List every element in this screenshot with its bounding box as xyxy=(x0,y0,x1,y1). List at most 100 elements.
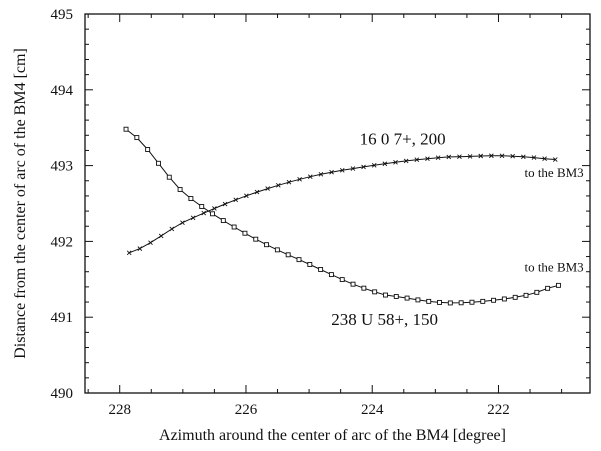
data-point xyxy=(339,167,345,173)
data-point xyxy=(180,220,185,225)
data-point xyxy=(521,154,526,160)
annotation-3: 238 U 58+, 150 xyxy=(331,310,438,329)
data-point xyxy=(244,193,249,199)
data-point xyxy=(403,158,409,164)
data-point xyxy=(426,298,432,304)
y-tick-label: 492 xyxy=(51,234,74,250)
data-point xyxy=(437,299,442,305)
data-point xyxy=(415,297,421,303)
data-point xyxy=(542,156,547,162)
data-point xyxy=(123,126,129,132)
data-point xyxy=(555,282,561,288)
data-point xyxy=(318,171,324,177)
data-point xyxy=(307,174,313,180)
data-point xyxy=(276,182,281,188)
annotation-layer: 16 0 7+, 200 to the BM3 to the BM3 238 U 58… xyxy=(331,129,584,328)
data-point xyxy=(469,299,475,305)
data-point xyxy=(523,292,529,298)
data-point xyxy=(296,257,302,263)
data-point xyxy=(264,242,270,248)
data-point xyxy=(265,186,270,191)
data-point xyxy=(457,154,462,159)
data-point xyxy=(467,154,473,159)
data-point xyxy=(480,298,486,304)
data-point xyxy=(534,289,540,295)
x-axis: 228 226 224 222 xyxy=(87,14,563,418)
y-tick-label: 490 xyxy=(51,386,74,402)
data-point xyxy=(435,155,441,160)
data-point xyxy=(512,294,518,300)
data-point xyxy=(361,164,366,170)
x-tick-label: 226 xyxy=(235,402,258,418)
x-tick-label: 228 xyxy=(108,402,131,418)
data-point xyxy=(383,292,388,298)
y-axis: 490 491 492 493 494 495 xyxy=(51,7,590,402)
data-point xyxy=(286,179,292,185)
data-point xyxy=(552,157,558,162)
data-point xyxy=(190,215,196,221)
data-point xyxy=(372,289,378,295)
data-point xyxy=(297,177,302,182)
data-point xyxy=(489,153,494,159)
data-point xyxy=(188,196,194,202)
data-point xyxy=(145,147,151,152)
data-point xyxy=(501,296,507,302)
series-layer xyxy=(123,126,561,306)
data-point xyxy=(166,174,172,180)
data-point xyxy=(307,262,313,267)
data-point xyxy=(156,160,161,166)
annotation-1: to the BM3 xyxy=(524,165,583,180)
data-point xyxy=(458,300,464,306)
data-point xyxy=(285,252,291,258)
data-point xyxy=(233,197,239,203)
annotation-0: 16 0 7+, 200 xyxy=(360,129,446,148)
y-axis-title: Distance from the center of arc of the B… xyxy=(12,48,29,359)
y-tick-label: 491 xyxy=(51,310,74,326)
data-point xyxy=(220,218,226,224)
data-point xyxy=(339,277,345,283)
data-point xyxy=(350,166,356,171)
data-point xyxy=(212,206,217,211)
data-point xyxy=(499,153,505,159)
data-point xyxy=(393,294,399,299)
data-point xyxy=(531,155,537,160)
data-point xyxy=(447,300,453,306)
data-point xyxy=(253,236,259,242)
annotation-2: to the BM3 xyxy=(524,260,583,275)
data-point xyxy=(371,162,377,168)
data-point xyxy=(222,201,228,207)
data-point xyxy=(425,156,430,161)
data-point xyxy=(254,189,260,195)
y-tick-label: 495 xyxy=(51,7,74,23)
y-tick-label: 494 xyxy=(51,83,74,99)
data-point xyxy=(242,230,248,236)
data-point xyxy=(404,295,410,301)
x-tick-label: 222 xyxy=(487,402,510,418)
data-point xyxy=(361,285,367,291)
data-point xyxy=(137,246,143,251)
data-point xyxy=(328,272,334,278)
data-point xyxy=(210,211,215,217)
data-point xyxy=(382,161,388,167)
data-point xyxy=(148,240,153,246)
data-point xyxy=(393,159,398,165)
y-tick-label: 493 xyxy=(51,159,74,175)
data-point xyxy=(274,247,280,253)
data-point xyxy=(231,224,237,230)
plot-frame xyxy=(84,13,591,394)
data-point xyxy=(478,153,484,159)
data-point xyxy=(158,233,164,239)
data-point xyxy=(177,187,183,192)
x-axis-title: Azimuth around the center of arc of the … xyxy=(159,427,506,444)
data-point xyxy=(126,250,132,256)
data-point xyxy=(545,285,551,291)
x-tick-label: 224 xyxy=(361,402,384,418)
data-point xyxy=(350,281,356,287)
data-point xyxy=(169,226,175,232)
data-point xyxy=(510,153,515,159)
data-point xyxy=(201,210,207,216)
data-point xyxy=(329,169,334,175)
data-point xyxy=(414,157,420,163)
